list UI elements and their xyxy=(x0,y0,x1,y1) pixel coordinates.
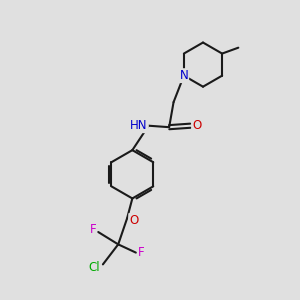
Text: F: F xyxy=(90,223,96,236)
Text: HN: HN xyxy=(130,119,148,132)
Text: Cl: Cl xyxy=(88,261,100,274)
Text: N: N xyxy=(179,69,188,82)
Text: F: F xyxy=(138,246,145,259)
Text: O: O xyxy=(192,119,202,132)
Text: O: O xyxy=(129,214,138,227)
